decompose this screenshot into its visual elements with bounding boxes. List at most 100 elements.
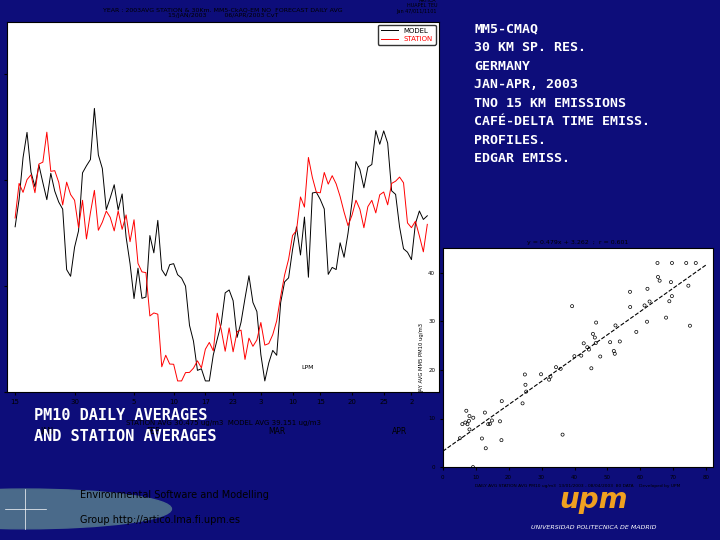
Point <box>604 338 616 347</box>
MODEL <box>201 377 210 384</box>
Point <box>642 285 653 293</box>
Text: APR: APR <box>392 427 408 436</box>
Point <box>664 297 675 306</box>
Point <box>578 339 590 348</box>
Point <box>519 370 531 379</box>
Text: Group http://artico.lma.fi.upm.es: Group http://artico.lma.fi.upm.es <box>80 515 240 525</box>
Text: upm: upm <box>559 485 628 514</box>
Point <box>639 301 650 310</box>
Text: STATION AVG 30.475 ug/m3  MODEL AVG 39.151 ug/m3: STATION AVG 30.475 ug/m3 MODEL AVG 39.15… <box>126 420 320 426</box>
Text: MM5-CMAQ
30 KM SP. RES.
GERMANY
JAN-APR, 2003
TNO 15 KM EMISSIONS
CAFÉ-DELTA TIM: MM5-CMAQ 30 KM SP. RES. GERMANY JAN-APR,… <box>474 23 650 165</box>
Point <box>609 349 621 358</box>
Point <box>480 444 492 453</box>
Point <box>555 364 567 373</box>
MODEL <box>15 196 24 202</box>
Point <box>589 333 600 342</box>
Point <box>545 373 557 381</box>
STATION <box>11 215 19 221</box>
Point <box>569 352 580 361</box>
MODEL <box>90 105 99 112</box>
STATION <box>71 197 79 204</box>
Point <box>463 416 474 425</box>
MODEL <box>316 197 325 203</box>
Point <box>666 259 678 267</box>
Point <box>467 414 479 422</box>
Point <box>624 303 636 312</box>
Point <box>461 407 472 415</box>
Point <box>660 313 672 322</box>
Line: MODEL: MODEL <box>15 109 427 381</box>
Point <box>652 273 664 281</box>
X-axis label: DAILY AVG STATION AVG PM10 ug/m3  13/01/2003 - 08/04/2003  80 DATA    Developed : DAILY AVG STATION AVG PM10 ug/m3 13/01/2… <box>475 484 680 488</box>
Line: STATION: STATION <box>15 132 427 381</box>
MODEL <box>11 224 19 230</box>
Point <box>486 416 498 425</box>
Text: LPM: LPM <box>301 365 313 370</box>
Point <box>590 339 601 347</box>
Point <box>454 434 466 443</box>
Point <box>631 328 642 336</box>
Point <box>624 287 636 296</box>
Point <box>484 420 495 428</box>
Point <box>588 329 599 338</box>
Y-axis label: JAY AVG MM5 PM10 ug/m3: JAY AVG MM5 PM10 ug/m3 <box>419 323 424 392</box>
Point <box>575 352 587 360</box>
Point <box>680 259 692 267</box>
Point <box>610 321 621 330</box>
Point <box>459 418 471 427</box>
MODEL <box>193 367 202 374</box>
Text: ARTICA
HUAPEL TEU
Jan 47/011/1101: ARTICA HUAPEL TEU Jan 47/011/1101 <box>397 0 437 14</box>
Point <box>476 434 487 443</box>
Point <box>652 259 663 267</box>
STATION <box>15 180 24 187</box>
Point <box>644 297 655 306</box>
STATION <box>320 169 328 176</box>
Point <box>517 399 528 408</box>
STATION <box>316 190 325 196</box>
Text: MAR: MAR <box>268 427 285 436</box>
Point <box>535 370 546 379</box>
Point <box>495 436 507 444</box>
Point <box>464 425 475 434</box>
Text: PM10 DAILY AVERAGES
AND STATION AVERAGES: PM10 DAILY AVERAGES AND STATION AVERAGES <box>35 408 217 444</box>
Circle shape <box>0 489 171 529</box>
Point <box>544 375 555 384</box>
Point <box>690 259 701 267</box>
Point <box>642 318 653 326</box>
MODEL <box>66 273 75 280</box>
Point <box>614 337 626 346</box>
MODEL <box>174 272 182 278</box>
Title: YEAR : 2003AVG STATION & 30Km. MM5-CkAQ-EM NO  FORECAST DAILY AVG
15/JAN/2003   : YEAR : 2003AVG STATION & 30Km. MM5-CkAQ-… <box>104 8 343 18</box>
Point <box>665 278 677 286</box>
STATION <box>174 377 182 384</box>
Point <box>583 345 595 354</box>
Point <box>567 302 578 310</box>
Point <box>585 364 597 373</box>
Title: y = 0.479x + 3.262  ;  r = 0.601: y = 0.479x + 3.262 ; r = 0.601 <box>527 240 629 245</box>
Point <box>557 430 568 439</box>
Point <box>494 417 505 426</box>
STATION <box>42 129 51 136</box>
MODEL <box>423 213 431 219</box>
Point <box>582 343 593 352</box>
Point <box>595 352 606 361</box>
Point <box>550 363 562 372</box>
Point <box>464 411 475 420</box>
Point <box>683 281 694 290</box>
Point <box>666 292 678 300</box>
Point <box>684 321 696 330</box>
Point <box>467 463 479 471</box>
Point <box>590 318 602 327</box>
Text: Environmental Software and Modelling: Environmental Software and Modelling <box>80 490 269 500</box>
Point <box>482 420 494 428</box>
Text: UNIVERSIDAD POLITECNICA DE MADRID: UNIVERSIDAD POLITECNICA DE MADRID <box>531 525 657 530</box>
Point <box>654 276 665 285</box>
STATION <box>197 364 206 371</box>
MODEL <box>320 206 328 212</box>
Point <box>496 397 508 406</box>
Point <box>521 387 532 396</box>
Point <box>456 420 468 428</box>
Point <box>462 420 473 429</box>
Legend: MODEL, STATION: MODEL, STATION <box>378 25 436 45</box>
Point <box>608 347 619 355</box>
